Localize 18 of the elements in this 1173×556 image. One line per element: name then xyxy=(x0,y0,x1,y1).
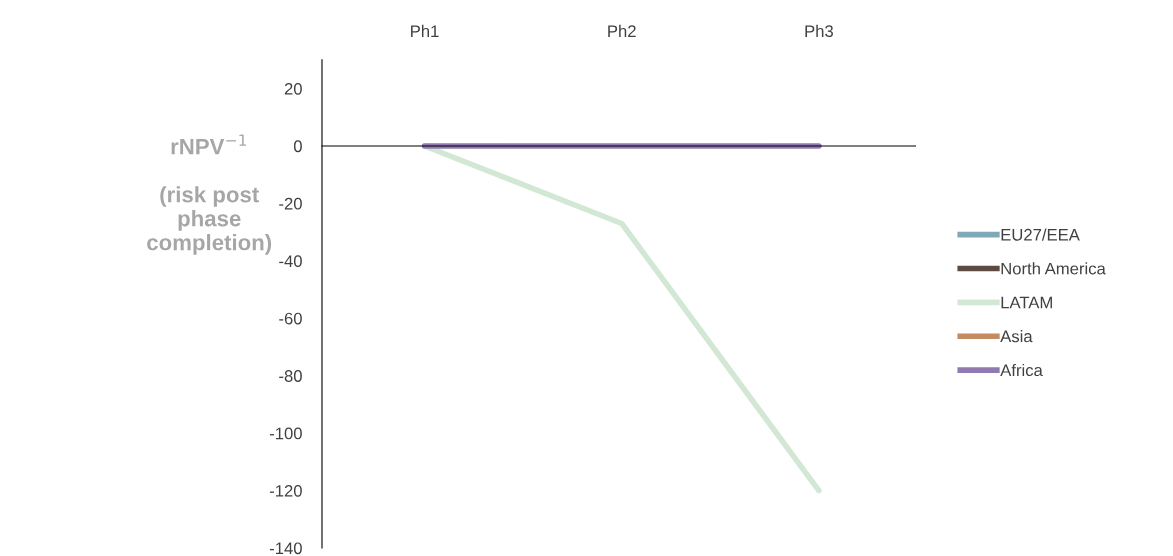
y-tick-label: -20 xyxy=(279,197,302,210)
y-tick-label: -40 xyxy=(279,255,302,268)
y-tick-label: -80 xyxy=(279,370,302,382)
legend-label: EU27/EEA xyxy=(1001,228,1080,241)
x-tick-label: Ph1 xyxy=(411,24,439,37)
x-tick-label: Ph2 xyxy=(608,24,636,37)
legend-label: LATAM xyxy=(1001,296,1052,309)
y-tick-label: -120 xyxy=(269,484,302,497)
y-tick-label: 20 xyxy=(284,82,302,95)
y-tick-label: 0 xyxy=(293,140,302,153)
legend-label: Asia xyxy=(1000,330,1033,343)
legend-label: North America xyxy=(1001,262,1106,275)
legend-label: Africa xyxy=(1000,363,1043,377)
y-tick-label: -60 xyxy=(279,312,302,325)
y-tick-label: -100 xyxy=(269,427,302,440)
text: rNPV$^{−1}$ (risk post phase completion) xyxy=(147,134,272,255)
y-tick-label: -140 xyxy=(269,542,302,555)
x-tick-label: Ph3 xyxy=(805,24,833,38)
